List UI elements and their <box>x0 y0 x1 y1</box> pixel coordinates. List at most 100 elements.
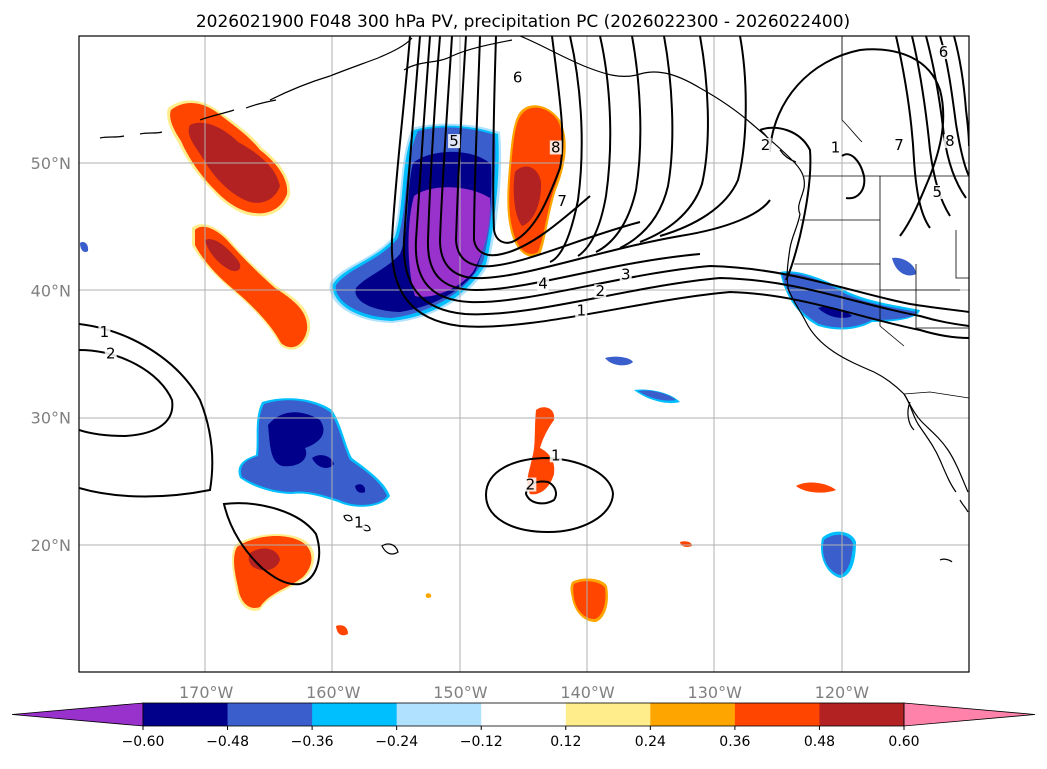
colorbar-swatch <box>143 703 229 726</box>
contour-pv-ridge-6 <box>659 36 747 237</box>
contour-pv-east-high-1 <box>895 36 931 229</box>
contour-pv-1-subtropical <box>484 456 615 534</box>
contour-pv-3-main <box>414 36 969 313</box>
contour-label-bg <box>937 45 950 60</box>
colorbar-tick-label: 0.48 <box>804 734 835 750</box>
map-frame <box>78 35 970 673</box>
contour-label: 5 <box>932 183 942 201</box>
contour-label: 2 <box>526 476 536 494</box>
contour-pv-1-main <box>390 36 969 339</box>
contour-pv-ridge-3 <box>595 36 642 253</box>
contour-label-bg <box>104 346 117 361</box>
colorbar-swatch <box>650 703 736 726</box>
contour-pv-1-west <box>79 323 214 498</box>
x-tick-label: 150°W <box>433 683 488 702</box>
gridlines <box>79 36 969 672</box>
contour-label-bg <box>931 185 944 199</box>
precip-positive-southwest <box>232 534 315 611</box>
precip-positive-northeast-band <box>192 224 311 350</box>
colorbar-swatch <box>312 703 398 726</box>
contour-label-bg <box>759 137 772 152</box>
contour-label-bg <box>893 137 906 152</box>
contour-pv-4-main <box>426 36 701 292</box>
x-tick-label: 130°W <box>688 683 743 702</box>
contour-pv-5-main <box>438 36 771 280</box>
contour-pv-1-southwest <box>222 502 321 586</box>
contour-label: 2 <box>761 136 771 154</box>
x-tick-label: 140°W <box>560 683 615 702</box>
x-axis-ticks: 170°W 160°W 150°W 140°W 130°W 120°W <box>179 683 869 702</box>
contour-label-bg <box>575 303 588 318</box>
coast-aleutians <box>99 99 277 139</box>
precip-positive-small-cells <box>336 407 836 636</box>
contour-label-bg <box>524 477 537 492</box>
colorbar-tick-label: −0.48 <box>206 734 249 750</box>
contour-label: 6 <box>513 69 523 87</box>
colorbar-swatch <box>227 703 313 726</box>
contour-pv-8-main <box>492 36 564 244</box>
contour-label-bg <box>448 134 461 149</box>
precip-negative-central-pacific <box>329 123 502 324</box>
colorbar-tick-label: 0.36 <box>719 734 750 750</box>
colorbar-swatch <box>819 703 905 726</box>
contour-pv-east-2 <box>759 126 812 281</box>
colorbar: −0.60 −0.48 −0.36 −0.24 −0.12 0.12 0.24 0.36 0.4… <box>11 702 1036 750</box>
contour-pv-ridge-1 <box>549 36 583 263</box>
contour-label: 4 <box>538 275 548 293</box>
contour-label-bg <box>549 140 562 155</box>
colorbar-swatch <box>734 703 820 726</box>
contour-label-bg <box>943 134 956 149</box>
colorbar-tick-label: 0.12 <box>550 734 581 750</box>
x-tick-label: 160°W <box>306 683 361 702</box>
y-tick-label: 50°N <box>31 154 71 173</box>
coast-mexico <box>939 499 969 563</box>
contour-label-bg <box>549 448 562 463</box>
contour-label: 7 <box>557 192 567 210</box>
contour-pv-ridge-4 <box>619 36 674 249</box>
border-us-mexico <box>903 391 969 399</box>
y-tick-label: 40°N <box>31 281 71 300</box>
colorbar-swatch <box>565 703 651 726</box>
contour-label: 7 <box>894 136 904 154</box>
contour-label: 2 <box>596 282 606 300</box>
border-alaska-canada <box>841 36 863 143</box>
y-tick-label: 20°N <box>31 536 71 555</box>
border-state-lines <box>794 176 969 347</box>
contour-label-bg <box>556 193 569 208</box>
contour-label-bg <box>619 267 632 282</box>
colorbar-tick-label: 0.24 <box>635 734 666 750</box>
colorbar-tick-label: −0.24 <box>375 734 418 750</box>
contour-pv-ridge-2 <box>577 36 612 257</box>
colorbar-tick-label: −0.60 <box>122 734 165 750</box>
contour-label: 1 <box>831 138 841 156</box>
coast-us-west <box>786 213 969 493</box>
pv-contours <box>79 36 969 586</box>
contour-label-bg <box>594 284 607 299</box>
contour-label: 1 <box>100 323 110 341</box>
contour-label-bg <box>511 70 524 85</box>
y-tick-label: 30°N <box>31 409 71 428</box>
contour-pv-2-main <box>402 36 969 327</box>
contour-pv-ridge-5 <box>639 36 709 243</box>
contour-pv-7-main <box>472 36 591 257</box>
political-borders <box>794 36 969 399</box>
contour-label: 1 <box>551 446 561 464</box>
contour-label: 6 <box>939 43 949 61</box>
contour-label: 2 <box>106 345 116 363</box>
x-tick-label: 120°W <box>815 683 870 702</box>
contour-pv-2-west <box>79 349 174 438</box>
coast-baja <box>903 393 957 493</box>
contour-label: 8 <box>551 138 561 156</box>
colorbar-extend-high <box>903 702 1036 727</box>
x-tick-label: 170°W <box>179 683 234 702</box>
chart-title: 2026021900 F048 300 hPa PV, precipitatio… <box>196 12 850 32</box>
contour-label-bg <box>352 515 365 530</box>
contour-label-bg <box>829 140 842 155</box>
contour-label-bg <box>98 324 111 339</box>
colorbar-swatch <box>396 703 482 726</box>
colorbar-extend-low <box>11 702 144 727</box>
